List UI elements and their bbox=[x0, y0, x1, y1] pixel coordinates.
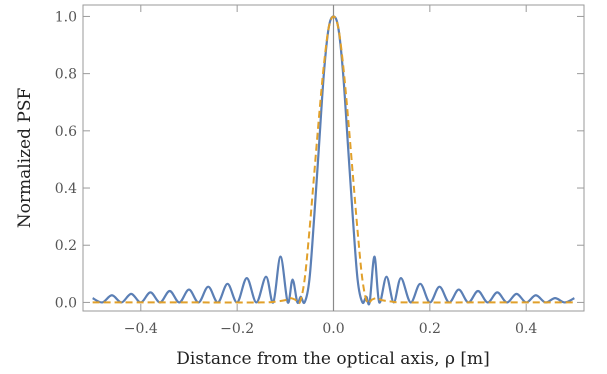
y-tick-label: 0.2 bbox=[55, 238, 77, 254]
y-axis-label: Normalized PSF bbox=[15, 88, 35, 229]
y-tick-label: 0.0 bbox=[55, 295, 77, 311]
x-tick-label: 0.0 bbox=[322, 321, 344, 337]
y-tick-label: 0.8 bbox=[55, 67, 77, 83]
x-tick-label: 0.4 bbox=[515, 321, 537, 337]
x-tick-label: −0.4 bbox=[124, 321, 158, 337]
y-tick-label: 1.0 bbox=[55, 9, 77, 25]
series-line-2 bbox=[92, 15, 575, 305]
series-layer bbox=[92, 15, 575, 306]
x-tick-label: 0.2 bbox=[419, 321, 441, 337]
x-tick-label: −0.2 bbox=[220, 321, 254, 337]
x-axis-label: Distance from the optical axis, ρ [m] bbox=[176, 349, 489, 369]
x-axis: −0.4 −0.2 0.0 0.2 0.4 bbox=[124, 5, 537, 337]
y-tick-label: 0.4 bbox=[55, 181, 77, 197]
y-tick-label: 0.6 bbox=[55, 124, 77, 140]
y-axis: 0.0 0.2 0.4 0.6 0.8 1.0 bbox=[55, 9, 584, 311]
